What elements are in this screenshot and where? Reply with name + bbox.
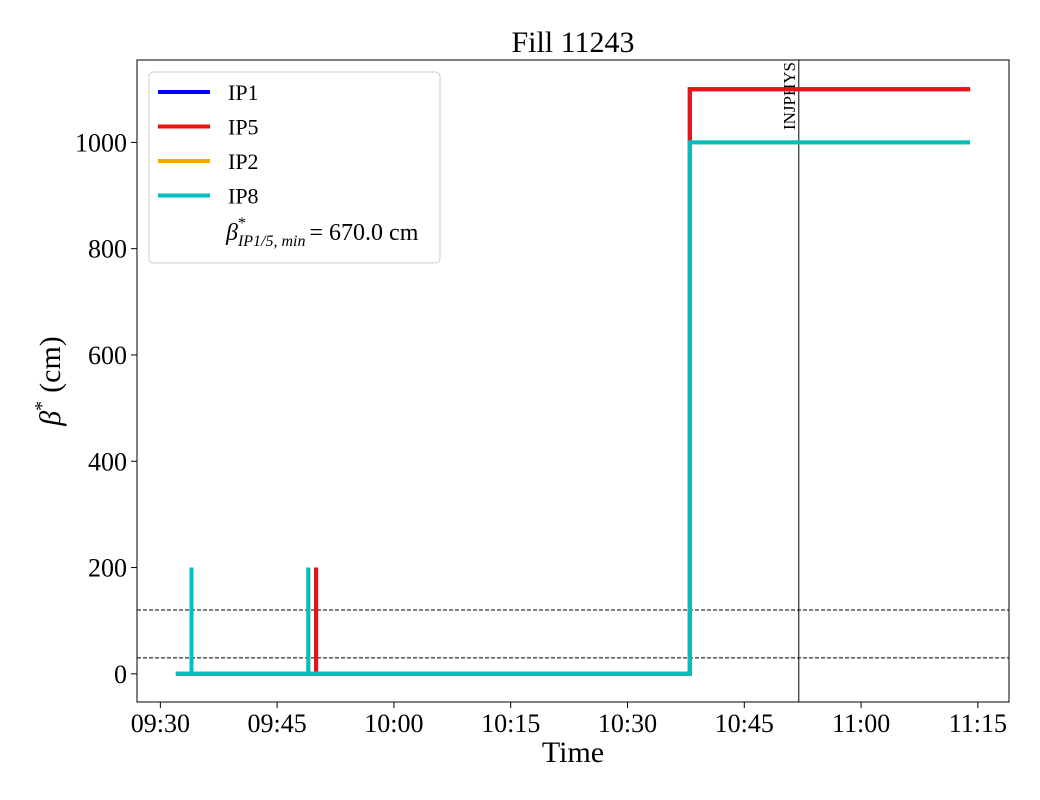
note-sup: * [238,215,246,232]
note-sub: IP1/5, min [237,233,306,250]
y-tick-label: 1000 [75,128,127,157]
x-tick-label: 10:45 [715,709,774,738]
x-tick-label: 09:30 [131,709,190,738]
legend-box [148,71,441,264]
y-tick-label: 200 [88,554,127,583]
y-label-sup: * [31,401,53,411]
legend-label: IP5 [228,115,259,140]
chart-title: Fill 11243 [511,26,634,59]
x-axis-label: Time [542,736,604,769]
x-tick-label: 10:00 [364,709,423,738]
legend-note: β* IP1/5, min = 670.0 cm [225,215,419,250]
note-text: = 670.0 cm [310,220,419,246]
note-symbol: β [225,220,238,246]
y-axis-label: β* (cm) [31,336,67,427]
x-tick-label: 10:15 [481,709,540,738]
legend-label: IP1 [228,80,259,105]
x-tick-label: 11:00 [832,709,890,738]
plot-frame [136,59,1010,703]
y-label-unit: (cm) [34,336,67,393]
series-line [175,140,971,676]
y-tick-label: 0 [114,660,127,689]
y-tick-label: 800 [88,235,127,264]
legend-label: IP8 [228,184,259,209]
x-tick-label: 09:45 [248,709,307,738]
y-tick-label: 600 [88,341,127,370]
x-tick-label: 10:30 [598,709,657,738]
y-tick-label: 400 [88,447,127,476]
event-label: INJPHYS [780,62,799,130]
legend: IP1 IP5 IP2 IP8 β* IP1/5, min = 670.0 cm [148,71,441,264]
legend-label: IP2 [228,149,259,174]
x-tick-label: 11:15 [949,709,1007,738]
y-label-symbol: β [34,411,67,427]
